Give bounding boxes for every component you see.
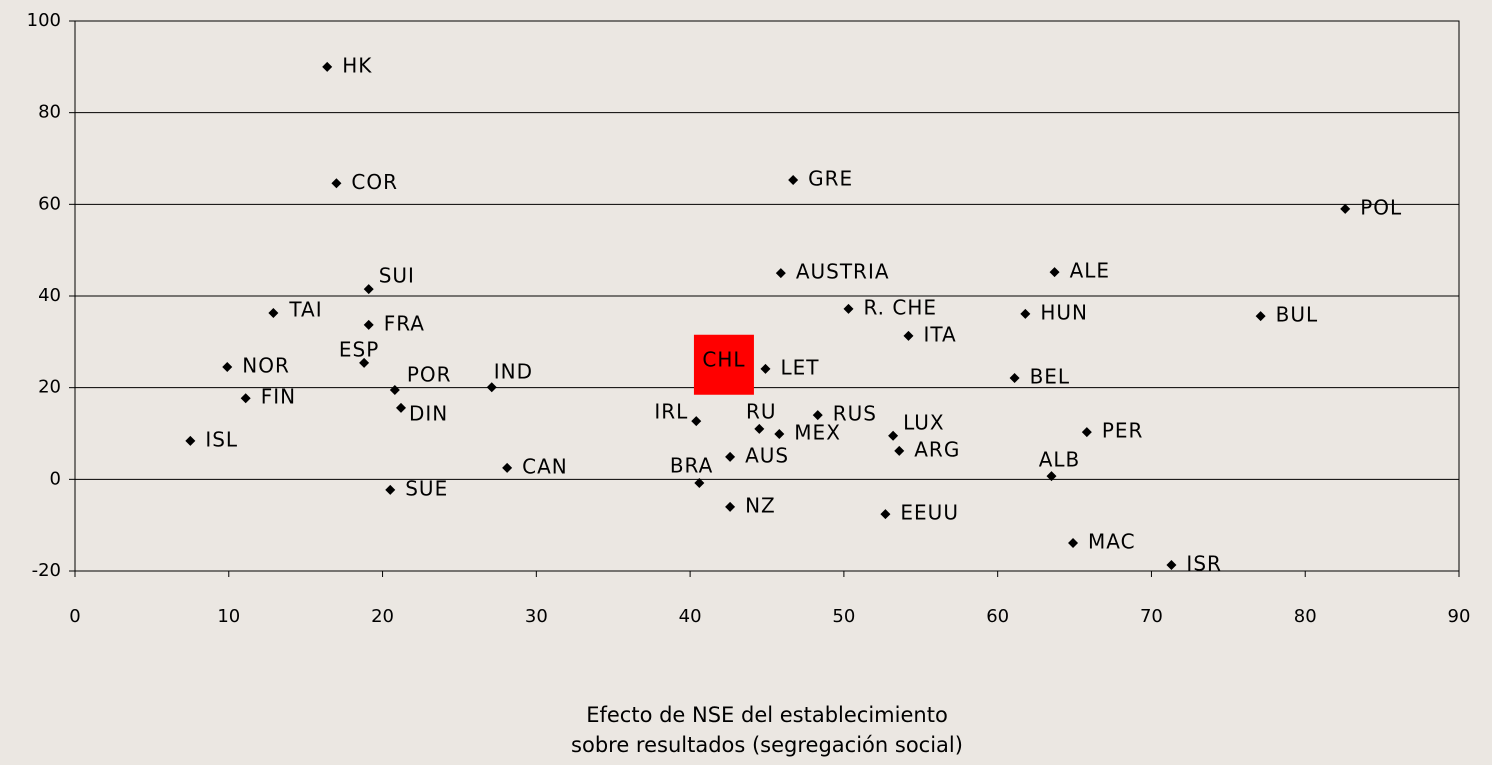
point [1340, 203, 1351, 214]
point-label: PER [1102, 419, 1144, 443]
point-label: NZ [745, 493, 776, 517]
point [888, 430, 899, 441]
point [1009, 373, 1020, 384]
y-tick-label: 80 [38, 102, 61, 123]
point [788, 175, 799, 186]
point-label: BEL [1030, 365, 1071, 389]
point-label: ESP [339, 337, 379, 361]
point [240, 393, 251, 404]
y-tick-label: -20 [32, 560, 61, 581]
point-label: CAN [522, 454, 568, 478]
point-label: EEUU [900, 501, 959, 525]
point-label: ISR [1186, 552, 1222, 576]
point-label: SUE [405, 476, 448, 500]
x-tick-label: 20 [371, 606, 394, 627]
point-label: AUSTRIA [796, 260, 890, 284]
x-tick-label: 0 [69, 606, 80, 627]
point [903, 330, 914, 341]
point [894, 445, 905, 456]
x-tick-label: 70 [1140, 606, 1163, 627]
point-label: IND [494, 360, 533, 384]
point [185, 435, 196, 446]
point-label: IRL [654, 400, 688, 424]
point-label: CHL [702, 347, 745, 371]
point [843, 303, 854, 314]
point-label: TAI [288, 297, 322, 321]
point [385, 484, 396, 495]
point [359, 357, 370, 368]
x-tick-label: 10 [217, 606, 240, 627]
point-label: R. CHE [864, 295, 938, 319]
point-label: DIN [409, 401, 448, 425]
point [363, 284, 374, 295]
point [691, 416, 702, 427]
point [268, 307, 279, 318]
point [1166, 560, 1177, 571]
point-label: LET [780, 355, 819, 379]
x-tick-label: 40 [679, 606, 702, 627]
point [322, 61, 333, 72]
point-label: HUN [1040, 300, 1088, 324]
point-label: BRA [670, 454, 714, 478]
point [222, 362, 233, 373]
point [725, 451, 736, 462]
y-tick-label: 20 [38, 377, 61, 398]
y-tick-label: 40 [38, 285, 61, 306]
y-tick-label: 60 [38, 193, 61, 214]
point [774, 428, 785, 439]
point [1046, 471, 1057, 482]
x-tick-label: 30 [525, 606, 548, 627]
point [396, 402, 407, 413]
point [812, 410, 823, 421]
point [775, 268, 786, 279]
point-label: MEX [794, 420, 841, 444]
point-label: POL [1360, 195, 1402, 219]
point [486, 382, 497, 393]
x-tick-label: 50 [832, 606, 855, 627]
point [502, 462, 513, 473]
y-tick-label: 0 [50, 468, 61, 489]
point-label: ALB [1039, 448, 1081, 472]
point-label: ARG [914, 437, 960, 461]
x-tick-label: 90 [1448, 606, 1471, 627]
point [1068, 538, 1079, 549]
point-label: FIN [261, 385, 296, 409]
point [760, 363, 771, 374]
point [880, 509, 891, 520]
point [1081, 427, 1092, 438]
point-label: FRA [384, 311, 425, 335]
point-label: LUX [903, 410, 945, 434]
highlight-point [693, 334, 754, 395]
x-tick-label: 60 [986, 606, 1009, 627]
x-tick-label: 80 [1294, 606, 1317, 627]
point [331, 178, 342, 189]
x-axis-title: Efecto de NSE del establecimiento [586, 703, 948, 727]
point [389, 384, 400, 395]
point-label: AUS [745, 443, 789, 467]
point [725, 501, 736, 512]
point [1255, 311, 1266, 322]
point-label: COR [351, 170, 398, 194]
y-tick-label: 100 [27, 10, 61, 31]
point-label: POR [407, 362, 452, 386]
point-label: ISL [205, 427, 238, 451]
point [694, 478, 705, 488]
point-label: RUS [833, 402, 877, 426]
point-label: HK [342, 53, 372, 77]
point-label: GRE [808, 167, 853, 191]
point-label: RU [746, 399, 777, 423]
point-label: ITA [923, 322, 956, 346]
point-label: ALE [1070, 259, 1110, 283]
point-label: MAC [1088, 530, 1136, 554]
x-axis-title: sobre resultados (segregación social) [571, 733, 963, 757]
point-label: SUI [379, 264, 415, 288]
point-label: BUL [1276, 303, 1319, 327]
point [1049, 267, 1060, 278]
point [754, 423, 765, 434]
point-label: NOR [242, 354, 290, 378]
point [1020, 308, 1031, 319]
point [363, 319, 374, 330]
